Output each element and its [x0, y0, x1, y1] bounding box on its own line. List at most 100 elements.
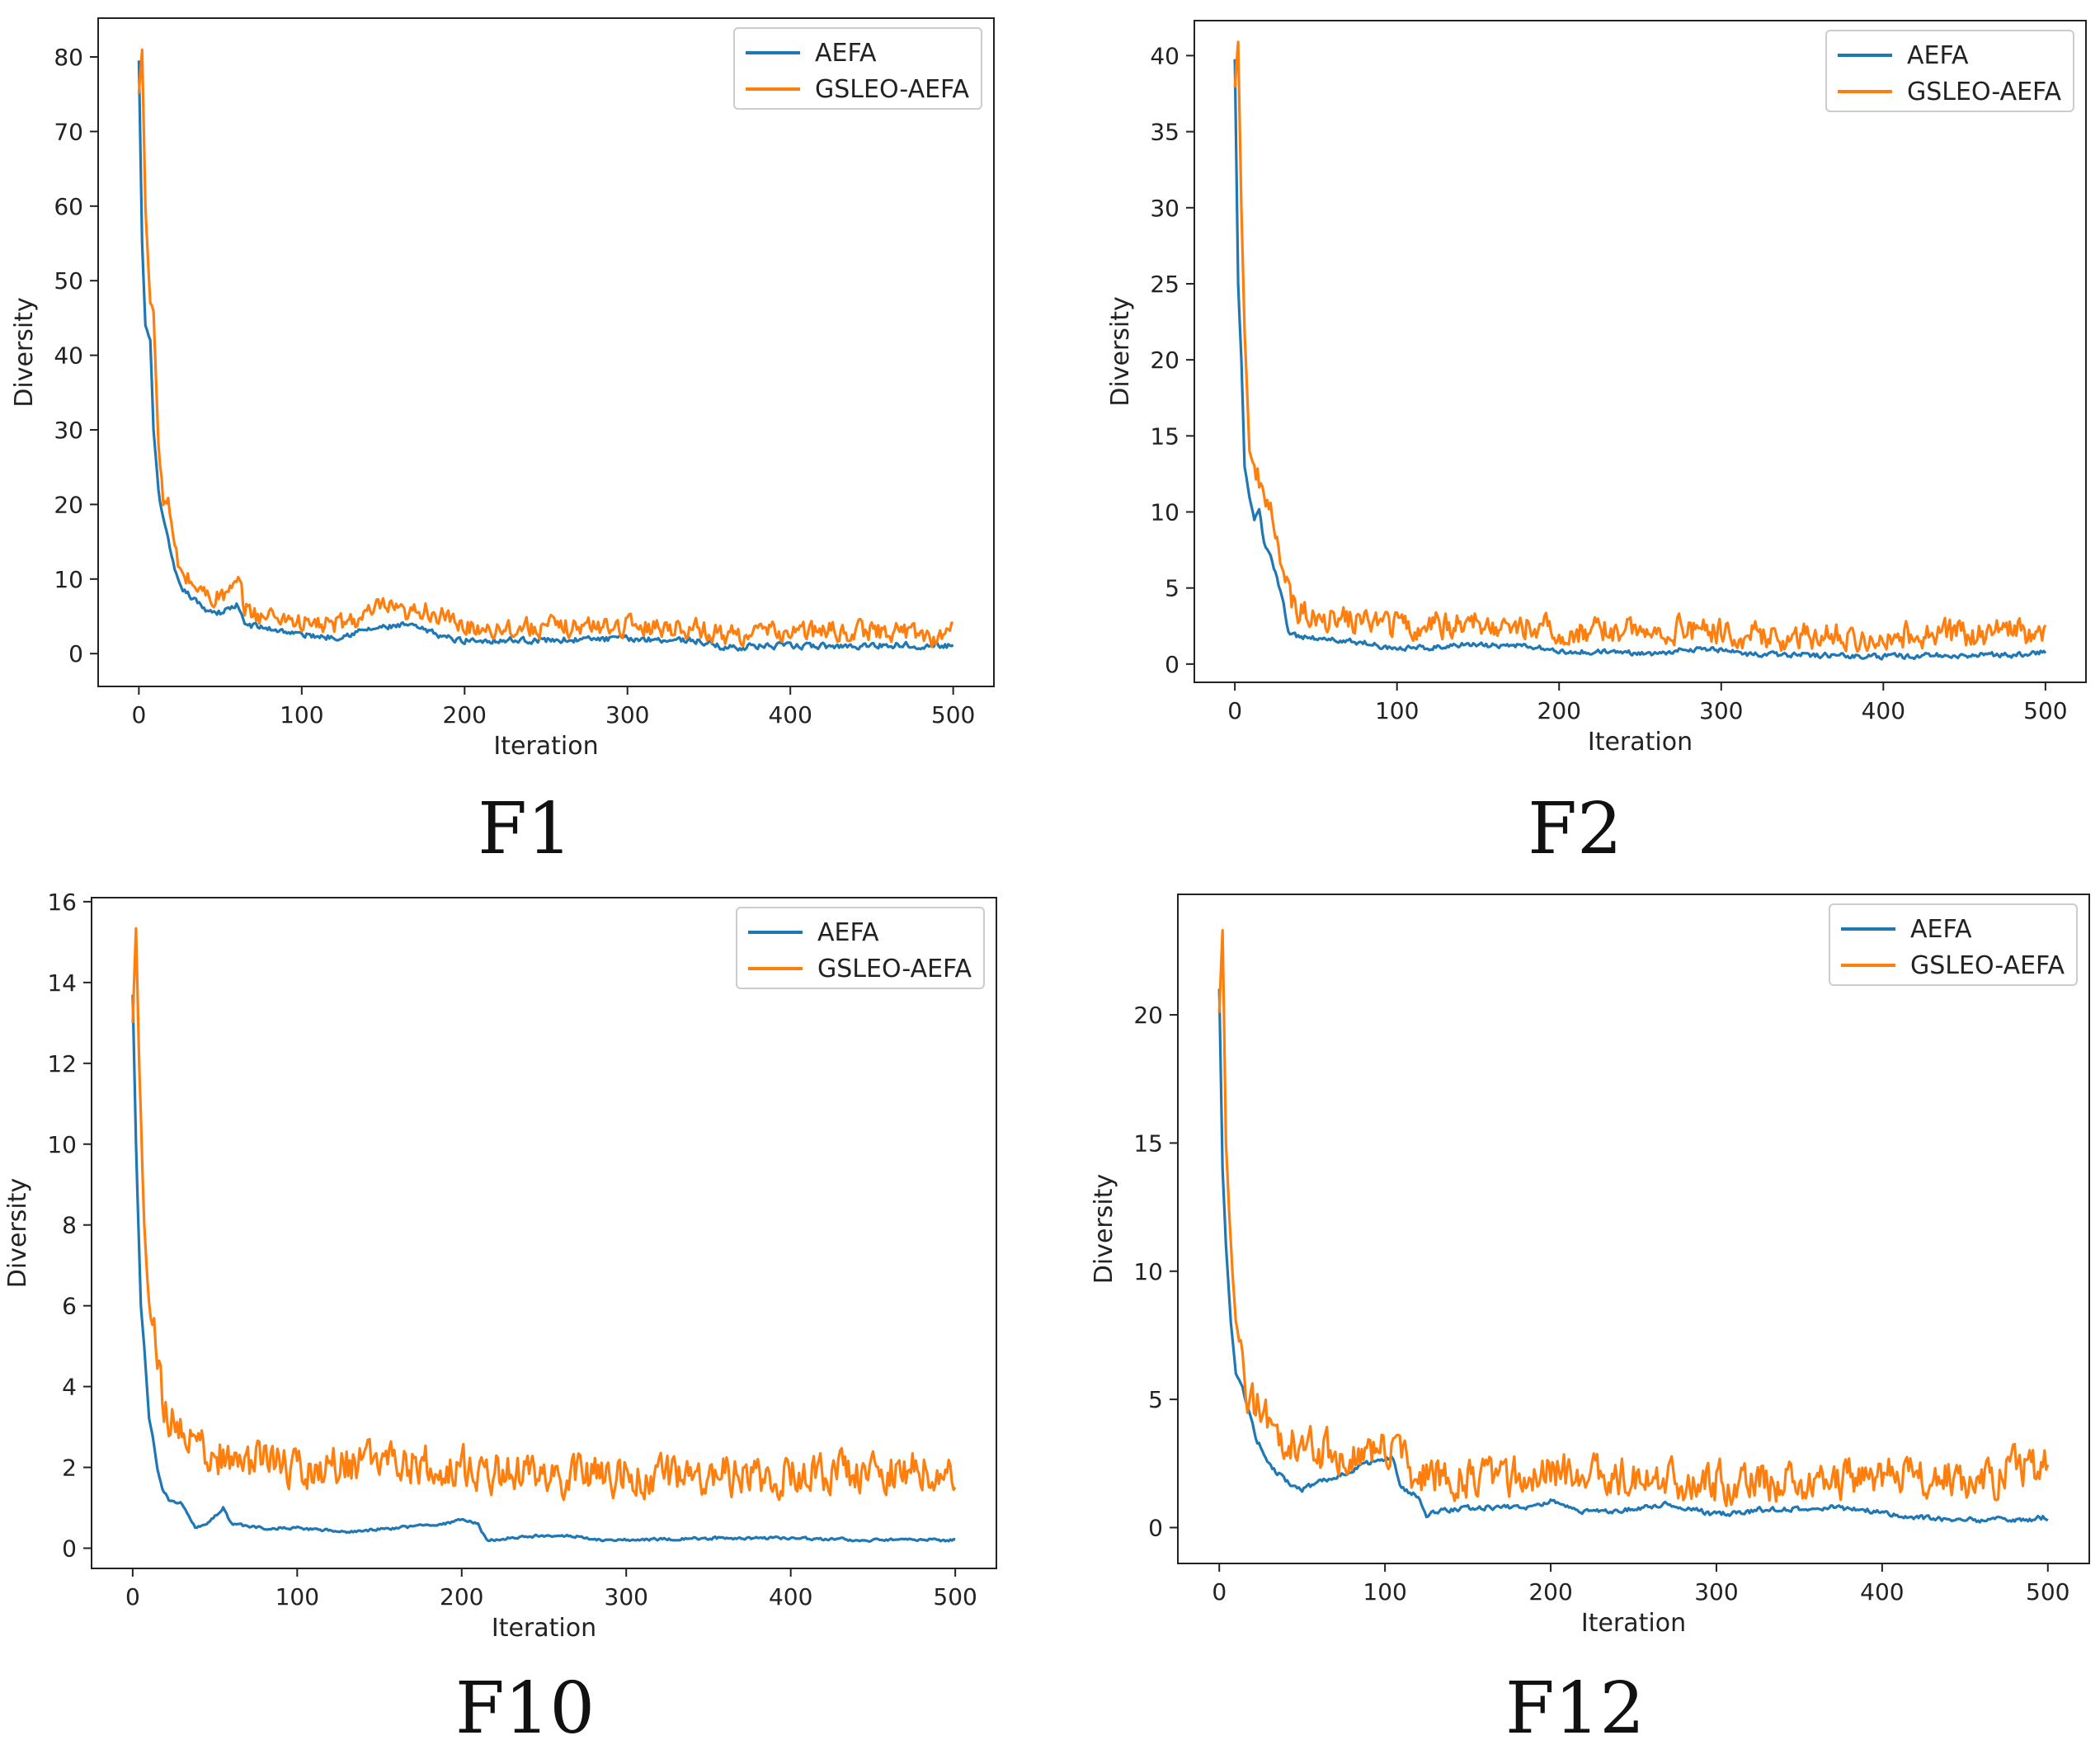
y-tick-label: 0: [68, 640, 83, 667]
x-tick-label: 500: [933, 1583, 977, 1610]
y-tick-label: 2: [62, 1455, 77, 1482]
y-tick-label: 5: [1148, 1386, 1163, 1413]
legend-label: GSLEO-AEFA: [1907, 78, 2062, 106]
x-tick-label: 200: [443, 701, 487, 729]
chart-panel-f12: 0 100 200 300 400 500 0 5 10 15 20 Iteration Diversi…: [1050, 880, 2100, 1759]
x-tick-label: 400: [1862, 697, 1905, 724]
x-tick-label: 100: [280, 701, 323, 729]
legend-label: AEFA: [1910, 915, 1972, 944]
legend-label: GSLEO-AEFA: [817, 955, 972, 983]
x-tick-label: 500: [2023, 697, 2067, 724]
y-tick-label: 70: [54, 118, 83, 145]
x-tick-label: 0: [1227, 697, 1242, 724]
y-tick-label: 50: [54, 267, 83, 295]
y-tick-label: 0: [1148, 1514, 1163, 1541]
chart-f10: 0 100 200 300 400 500 0 2 4 6 8 10 12 14 16 Iteration Di…: [3, 889, 997, 1643]
y-axis-label: Diversity: [3, 1178, 32, 1288]
legend-label: AEFA: [817, 918, 879, 947]
y-tick-label: 20: [1133, 1002, 1163, 1029]
y-tick-label: 14: [47, 969, 77, 997]
legend: AEFA GSLEO-AEFA: [1829, 903, 2078, 986]
panel-caption: F1: [478, 788, 572, 870]
x-tick-label: 300: [1699, 697, 1743, 724]
y-tick-label: 4: [62, 1374, 77, 1401]
x-tick-label: 200: [1537, 697, 1581, 724]
x-tick-label: 400: [1860, 1578, 1904, 1606]
legend-label: GSLEO-AEFA: [1910, 951, 2065, 980]
x-tick-label: 200: [1528, 1578, 1572, 1606]
x-axis-label: Iteration: [493, 732, 598, 761]
x-tick-label: 0: [1212, 1578, 1227, 1606]
y-tick-label: 10: [54, 566, 83, 593]
x-tick-label: 100: [275, 1583, 319, 1610]
panel-caption: F12: [1504, 1667, 1646, 1750]
y-tick-label: 30: [1150, 195, 1179, 222]
y-tick-label: 10: [47, 1131, 77, 1158]
x-tick-label: 500: [2026, 1578, 2069, 1606]
x-tick-label: 300: [605, 701, 649, 729]
legend-label: AEFA: [1907, 41, 1969, 70]
y-axis-label: Diversity: [10, 297, 39, 407]
series-line-gsleo-aefa: [131, 927, 957, 1502]
y-tick-label: 80: [54, 44, 83, 71]
series-line-aefa: [1217, 988, 2049, 1524]
y-tick-label: 20: [1150, 347, 1179, 374]
x-axis-label: Iteration: [1581, 1609, 1686, 1638]
y-tick-label: 40: [1150, 42, 1179, 69]
panel-caption: F2: [1528, 788, 1622, 870]
y-tick-label: 10: [1133, 1258, 1163, 1285]
chart-f12: 0 100 200 300 400 500 0 5 10 15 20 Iteration Diversi…: [1090, 894, 2090, 1638]
legend: AEFA GSLEO-AEFA: [736, 907, 985, 989]
panel-caption: F10: [454, 1667, 596, 1750]
legend: AEFA GSLEO-AEFA: [733, 27, 982, 110]
x-tick-label: 100: [1363, 1578, 1406, 1606]
y-tick-label: 15: [1150, 422, 1179, 450]
series-line-gsleo-aefa: [1217, 929, 2050, 1507]
x-tick-label: 100: [1375, 697, 1419, 724]
chart-f2: 0 100 200 300 400 500 0 5 10 15 20 25 30 35 40 Iteratio…: [1106, 20, 2087, 757]
y-tick-label: 10: [1150, 499, 1179, 526]
x-tick-label: 300: [1694, 1578, 1738, 1606]
legend-label: GSLEO-AEFA: [815, 75, 970, 104]
y-tick-label: 35: [1150, 119, 1179, 146]
x-tick-label: 300: [605, 1583, 648, 1610]
x-tick-label: 400: [768, 701, 812, 729]
y-tick-label: 15: [1133, 1129, 1163, 1157]
y-tick-label: 0: [62, 1535, 77, 1563]
x-axis-label: Iteration: [492, 1614, 596, 1643]
x-axis-label: Iteration: [1588, 728, 1693, 757]
series-line-gsleo-aefa: [1233, 40, 2047, 653]
y-tick-label: 5: [1165, 575, 1179, 602]
y-tick-label: 12: [47, 1050, 77, 1078]
y-tick-label: 0: [1165, 651, 1179, 678]
x-tick-label: 0: [131, 701, 146, 729]
x-tick-label: 500: [931, 701, 975, 729]
series-line-aefa: [137, 60, 954, 652]
x-tick-label: 400: [769, 1583, 812, 1610]
chart-f1: 0 100 200 300 400 500 0 10 20 30 40 50 60 70 80 Iterati…: [10, 17, 995, 761]
chart-panel-f10: 0 100 200 300 400 500 0 2 4 6 8 10 12 14 16 Iteration Di…: [0, 880, 1050, 1759]
chart-panel-f2: 0 100 200 300 400 500 0 5 10 15 20 25 30 35 40 Iteratio…: [1050, 0, 2100, 880]
y-axis-label: Diversity: [1106, 296, 1135, 406]
series-line-aefa: [1233, 59, 2047, 661]
plot-frame: [91, 897, 997, 1569]
y-tick-label: 6: [62, 1293, 77, 1320]
y-tick-label: 25: [1150, 271, 1179, 298]
y-axis-label: Diversity: [1090, 1174, 1118, 1284]
plot-frame: [1194, 20, 2087, 683]
y-tick-label: 16: [47, 889, 77, 916]
y-tick-label: 40: [54, 342, 83, 370]
chart-panel-f1: 0 100 200 300 400 500 0 10 20 30 40 50 60 70 80 Iterati…: [0, 0, 1050, 880]
y-tick-label: 8: [62, 1212, 77, 1239]
x-tick-label: 0: [125, 1583, 140, 1610]
y-tick-label: 20: [54, 491, 83, 518]
x-tick-label: 200: [440, 1583, 483, 1610]
plot-frame: [97, 17, 995, 687]
legend-label: AEFA: [815, 39, 877, 68]
series-line-aefa: [131, 994, 956, 1544]
series-line-gsleo-aefa: [137, 48, 953, 648]
plot-frame: [1177, 894, 2090, 1564]
y-tick-label: 60: [54, 193, 83, 220]
legend: AEFA GSLEO-AEFA: [1825, 30, 2074, 112]
y-tick-label: 30: [54, 417, 83, 444]
